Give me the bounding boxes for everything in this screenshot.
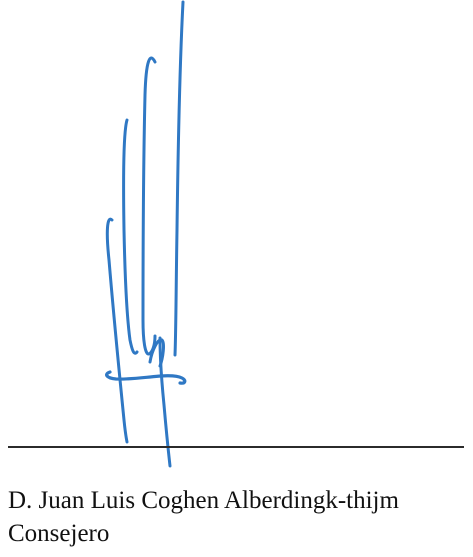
signer-name: D. Juan Luis Coghen Alberdingk-thijm [8, 487, 399, 514]
signer-role: Consejero [8, 520, 110, 547]
signature-line [8, 446, 464, 448]
signer-info: D. Juan Luis Coghen Alberdingk-thijm Con… [8, 484, 470, 550]
handwritten-signature [105, 0, 187, 468]
